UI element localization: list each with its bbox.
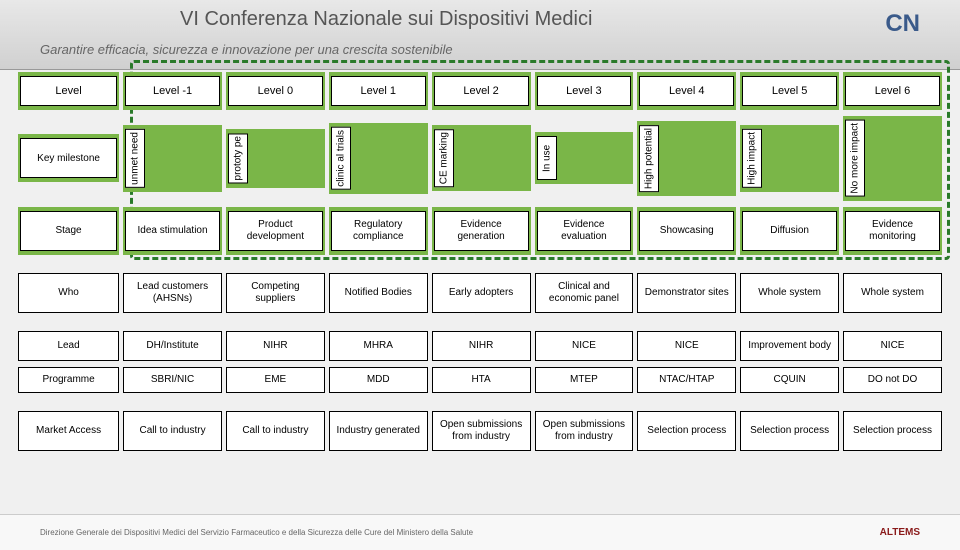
stage-cell: Evidence evaluation (537, 211, 632, 251)
row-label-lead: Lead (18, 331, 119, 361)
row-label-who: Who (18, 273, 119, 313)
who-cell: Competing suppliers (226, 273, 325, 313)
market-cell: Selection process (843, 411, 942, 451)
market-cell: Call to industry (123, 411, 222, 451)
row-label-programme: Programme (18, 367, 119, 393)
milestone-cell: High impact (742, 129, 762, 188)
who-cell: Whole system (843, 273, 942, 313)
market-cell: Open submissions from industry (432, 411, 531, 451)
who-cell: Notified Bodies (329, 273, 428, 313)
level-cell: Level 3 (537, 76, 632, 106)
market-cell: Selection process (740, 411, 839, 451)
programme-cell: DO not DO (843, 367, 942, 393)
programme-cell: NTAC/HTAP (637, 367, 736, 393)
footer-right-text: ALTEMS (880, 527, 920, 538)
who-cell: Early adopters (432, 273, 531, 313)
page-footer: Direzione Generale dei Dispositivi Medic… (0, 514, 960, 550)
milestone-cell: unmet need (125, 129, 145, 188)
milestone-cell: In use (537, 136, 557, 180)
level-cell: Level 4 (639, 76, 734, 106)
stage-cell: Regulatory compliance (331, 211, 426, 251)
level-cell: Level 2 (434, 76, 529, 106)
market-cell: Selection process (637, 411, 736, 451)
lead-cell: NIHR (432, 331, 531, 361)
row-label-level: Level (20, 76, 117, 106)
programme-cell: CQUIN (740, 367, 839, 393)
milestone-cell: CE marking (434, 129, 454, 187)
programme-cell: MDD (329, 367, 428, 393)
stage-cell: Evidence generation (434, 211, 529, 251)
milestone-cell: prototy pe (228, 133, 248, 183)
market-cell: Industry generated (329, 411, 428, 451)
stage-cell: Diffusion (742, 211, 837, 251)
conference-subtitle: Garantire efficacia, sicurezza e innovaz… (40, 42, 453, 57)
lead-cell: Improvement body (740, 331, 839, 361)
lead-cell: DH/Institute (123, 331, 222, 361)
who-cell: Clinical and economic panel (535, 273, 634, 313)
footer-left-text: Direzione Generale dei Dispositivi Medic… (40, 528, 473, 537)
milestone-cell: No more impact (845, 120, 865, 197)
who-cell: Whole system (740, 273, 839, 313)
level-cell: Level 0 (228, 76, 323, 106)
level-cell: Level 5 (742, 76, 837, 106)
lead-cell: NICE (843, 331, 942, 361)
lead-cell: MHRA (329, 331, 428, 361)
matrix-grid: Level Level -1 Level 0 Level 1 Level 2 L… (14, 72, 946, 451)
stage-cell: Showcasing (639, 211, 734, 251)
stage-cell: Evidence monitoring (845, 211, 940, 251)
lead-cell: NICE (535, 331, 634, 361)
milestone-cell: clinic al trials (331, 127, 351, 190)
programme-cell: MTEP (535, 367, 634, 393)
who-cell: Lead customers (AHSNs) (123, 273, 222, 313)
who-cell: Demonstrator sites (637, 273, 736, 313)
level-cell: Level 1 (331, 76, 426, 106)
level-cell: Level -1 (125, 76, 220, 106)
row-label-stage: Stage (20, 211, 117, 251)
stage-cell: Idea stimulation (125, 211, 220, 251)
conference-title: VI Conferenza Nazionale sui Dispositivi … (180, 8, 592, 31)
level-cell: Level 6 (845, 76, 940, 106)
lead-cell: NICE (637, 331, 736, 361)
row-label-market: Market Access (18, 411, 119, 451)
cn-logo: CN (885, 10, 920, 38)
matrix-table: Level Level -1 Level 0 Level 1 Level 2 L… (14, 72, 946, 451)
milestone-cell: High potential (639, 125, 659, 192)
stage-cell: Product development (228, 211, 323, 251)
market-cell: Call to industry (226, 411, 325, 451)
lead-cell: NIHR (226, 331, 325, 361)
row-label-milestone: Key milestone (20, 138, 117, 178)
programme-cell: HTA (432, 367, 531, 393)
programme-cell: SBRI/NIC (123, 367, 222, 393)
programme-cell: EME (226, 367, 325, 393)
market-cell: Open submissions from industry (535, 411, 634, 451)
